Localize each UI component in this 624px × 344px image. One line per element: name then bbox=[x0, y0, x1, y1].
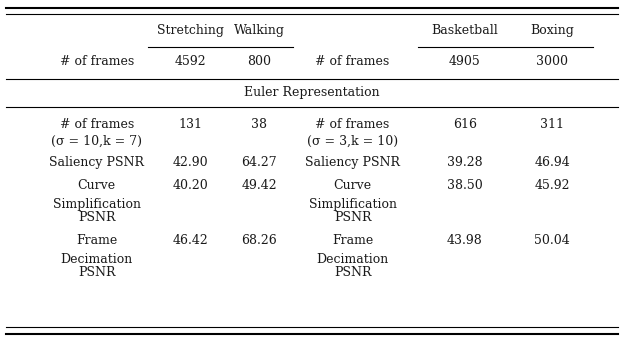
Text: # of frames: # of frames bbox=[316, 55, 389, 68]
Text: 50.04: 50.04 bbox=[534, 234, 570, 247]
Text: Saliency PSNR: Saliency PSNR bbox=[305, 156, 400, 169]
Text: Basketball: Basketball bbox=[432, 24, 498, 37]
Text: 311: 311 bbox=[540, 118, 564, 131]
Text: Decimation: Decimation bbox=[316, 253, 389, 266]
Text: 616: 616 bbox=[453, 118, 477, 131]
Text: 46.94: 46.94 bbox=[534, 156, 570, 169]
Text: Simplification: Simplification bbox=[308, 198, 397, 211]
Text: 68.26: 68.26 bbox=[241, 234, 277, 247]
Text: 64.27: 64.27 bbox=[241, 156, 277, 169]
Text: Euler Representation: Euler Representation bbox=[244, 86, 380, 99]
Text: 38: 38 bbox=[251, 118, 267, 131]
Text: 3000: 3000 bbox=[536, 55, 568, 68]
Text: 45.92: 45.92 bbox=[535, 179, 570, 192]
Text: 40.20: 40.20 bbox=[172, 179, 208, 192]
Text: 39.28: 39.28 bbox=[447, 156, 483, 169]
Text: 4592: 4592 bbox=[175, 55, 206, 68]
Text: # of frames: # of frames bbox=[316, 118, 389, 131]
Text: PSNR: PSNR bbox=[334, 211, 371, 224]
Text: # of frames: # of frames bbox=[60, 55, 134, 68]
Text: Saliency PSNR: Saliency PSNR bbox=[49, 156, 144, 169]
Text: (σ = 3,k = 10): (σ = 3,k = 10) bbox=[307, 135, 398, 148]
Text: Boxing: Boxing bbox=[530, 24, 574, 37]
Text: Curve: Curve bbox=[333, 179, 372, 192]
Text: Simplification: Simplification bbox=[52, 198, 141, 211]
Text: Walking: Walking bbox=[233, 24, 285, 37]
Text: Curve: Curve bbox=[77, 179, 116, 192]
Text: 42.90: 42.90 bbox=[172, 156, 208, 169]
Text: 800: 800 bbox=[247, 55, 271, 68]
Text: Frame: Frame bbox=[76, 234, 117, 247]
Text: 46.42: 46.42 bbox=[172, 234, 208, 247]
Text: 4905: 4905 bbox=[449, 55, 480, 68]
Text: 43.98: 43.98 bbox=[447, 234, 483, 247]
Text: 38.50: 38.50 bbox=[447, 179, 483, 192]
Text: PSNR: PSNR bbox=[78, 266, 115, 279]
Text: Decimation: Decimation bbox=[61, 253, 133, 266]
Text: Frame: Frame bbox=[332, 234, 373, 247]
Text: 131: 131 bbox=[178, 118, 202, 131]
Text: Stretching: Stretching bbox=[157, 24, 224, 37]
Text: PSNR: PSNR bbox=[78, 211, 115, 224]
Text: (σ = 10,k = 7): (σ = 10,k = 7) bbox=[51, 135, 142, 148]
Text: PSNR: PSNR bbox=[334, 266, 371, 279]
Text: # of frames: # of frames bbox=[60, 118, 134, 131]
Text: 49.42: 49.42 bbox=[241, 179, 277, 192]
